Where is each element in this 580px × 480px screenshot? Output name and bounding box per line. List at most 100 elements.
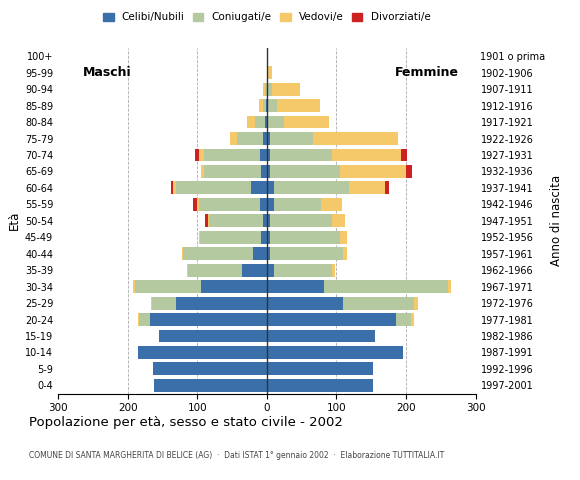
- Bar: [201, 165, 204, 178]
- Bar: [266, 116, 267, 129]
- Bar: [349, 181, 385, 194]
- Bar: [173, 181, 176, 194]
- Bar: [411, 313, 414, 326]
- Bar: [187, 264, 188, 276]
- Bar: [268, 116, 284, 129]
- Bar: [274, 264, 332, 276]
- Bar: [200, 231, 261, 244]
- Bar: [414, 297, 418, 310]
- Bar: [261, 231, 267, 244]
- Bar: [270, 165, 340, 178]
- Bar: [153, 362, 267, 375]
- Bar: [340, 165, 406, 178]
- Bar: [396, 313, 411, 326]
- Bar: [267, 247, 270, 260]
- Bar: [270, 132, 313, 145]
- Bar: [267, 148, 270, 161]
- Bar: [242, 264, 267, 276]
- Bar: [209, 215, 263, 227]
- Bar: [332, 264, 335, 276]
- Bar: [267, 313, 396, 326]
- Legend: Celibi/Nubili, Coniugati/e, Vedovi/e, Divorziati/e: Celibi/Nubili, Coniugati/e, Vedovi/e, Di…: [99, 8, 434, 26]
- Bar: [139, 313, 150, 326]
- Bar: [270, 231, 340, 244]
- Bar: [204, 148, 260, 161]
- Bar: [205, 215, 208, 227]
- Bar: [385, 181, 389, 194]
- Text: Maschi: Maschi: [82, 66, 131, 79]
- Bar: [268, 99, 277, 112]
- Bar: [324, 280, 448, 293]
- Bar: [138, 313, 139, 326]
- Bar: [267, 346, 403, 359]
- Bar: [138, 346, 267, 359]
- Bar: [159, 330, 267, 342]
- Bar: [260, 198, 267, 211]
- Bar: [313, 132, 398, 145]
- Bar: [150, 313, 267, 326]
- Bar: [332, 215, 346, 227]
- Bar: [340, 231, 347, 244]
- Bar: [267, 231, 270, 244]
- Bar: [267, 330, 375, 342]
- Bar: [267, 297, 343, 310]
- Bar: [195, 148, 198, 161]
- Bar: [198, 148, 204, 161]
- Bar: [253, 247, 267, 260]
- Bar: [267, 264, 274, 276]
- Bar: [255, 116, 266, 129]
- Bar: [267, 116, 268, 129]
- Bar: [263, 215, 267, 227]
- Bar: [274, 198, 321, 211]
- Bar: [266, 99, 267, 112]
- Bar: [277, 99, 320, 112]
- Bar: [274, 181, 349, 194]
- Y-axis label: Anno di nascita: Anno di nascita: [550, 175, 563, 266]
- Bar: [321, 198, 342, 211]
- Bar: [176, 297, 267, 310]
- Bar: [267, 379, 372, 392]
- Bar: [151, 297, 152, 310]
- Bar: [406, 165, 412, 178]
- Bar: [183, 247, 253, 260]
- Bar: [284, 116, 329, 129]
- Y-axis label: Età: Età: [8, 211, 21, 230]
- Bar: [188, 264, 242, 276]
- Bar: [270, 247, 343, 260]
- Bar: [267, 99, 268, 112]
- Bar: [252, 181, 267, 194]
- Bar: [172, 181, 173, 194]
- Text: Femmine: Femmine: [395, 66, 459, 79]
- Bar: [267, 181, 274, 194]
- Bar: [246, 116, 255, 129]
- Bar: [270, 215, 332, 227]
- Bar: [268, 66, 271, 79]
- Bar: [193, 198, 197, 211]
- Bar: [267, 362, 374, 375]
- Bar: [267, 165, 270, 178]
- Bar: [201, 280, 267, 293]
- Bar: [267, 215, 270, 227]
- Bar: [198, 198, 260, 211]
- Bar: [208, 215, 209, 227]
- Bar: [259, 99, 263, 112]
- Bar: [197, 198, 198, 211]
- Bar: [237, 132, 263, 145]
- Bar: [267, 198, 274, 211]
- Bar: [176, 181, 252, 194]
- Bar: [198, 231, 200, 244]
- Bar: [343, 297, 414, 310]
- Bar: [263, 83, 266, 96]
- Bar: [271, 83, 299, 96]
- Bar: [152, 297, 176, 310]
- Bar: [343, 247, 347, 260]
- Bar: [332, 148, 401, 161]
- Bar: [230, 132, 237, 145]
- Bar: [261, 165, 267, 178]
- Bar: [267, 132, 270, 145]
- Bar: [266, 83, 267, 96]
- Bar: [204, 165, 261, 178]
- Text: COMUNE DI SANTA MARGHERITA DI BELICE (AG)  ·  Dati ISTAT 1° gennaio 2002  ·  Ela: COMUNE DI SANTA MARGHERITA DI BELICE (AG…: [29, 452, 444, 460]
- Bar: [268, 83, 271, 96]
- Bar: [448, 280, 451, 293]
